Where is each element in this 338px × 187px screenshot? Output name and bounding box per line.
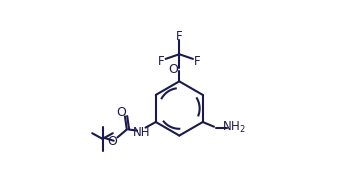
Text: F: F: [176, 30, 183, 43]
Text: F: F: [194, 55, 200, 68]
Text: O: O: [107, 135, 117, 148]
Text: O: O: [117, 106, 126, 119]
Text: NH: NH: [133, 126, 150, 139]
Text: F: F: [158, 55, 165, 68]
Text: O: O: [168, 63, 178, 76]
Text: NH$_2$: NH$_2$: [222, 120, 245, 135]
